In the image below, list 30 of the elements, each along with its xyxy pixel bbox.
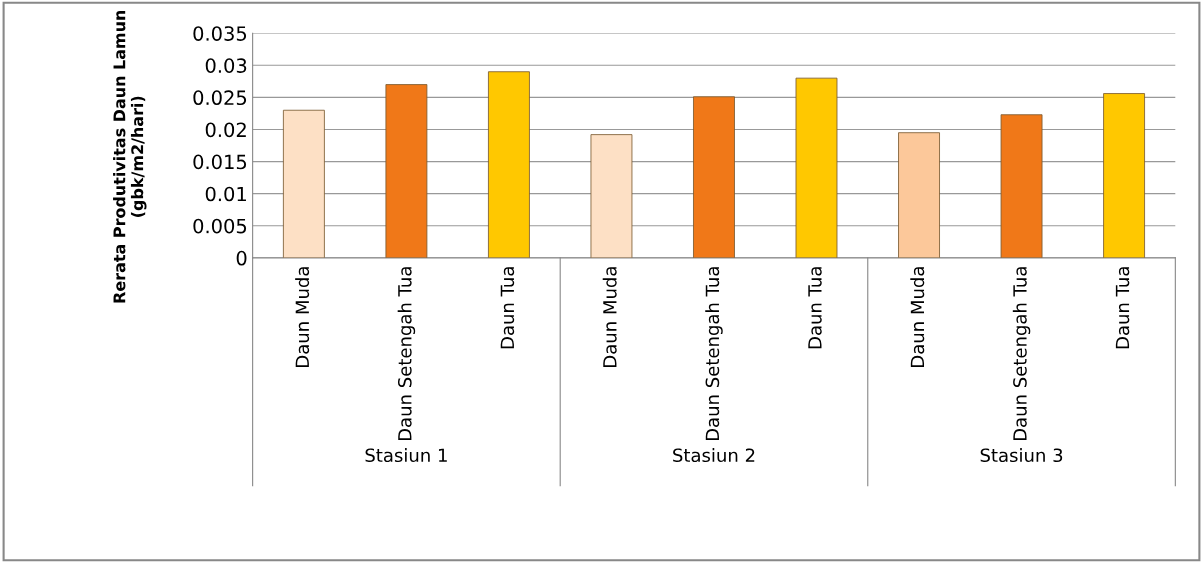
bar: [488, 71, 530, 258]
x-tick-label: Daun Muda: [295, 267, 310, 367]
y-tick-label: 0.01: [205, 186, 246, 202]
y-tick-label: 0.03: [205, 58, 247, 73]
bar: [1000, 114, 1043, 258]
bar: [385, 84, 428, 258]
text: Stasiun 3: [980, 448, 1063, 463]
text: Stasiun 1: [365, 448, 447, 463]
y-tick-label: 0.02: [205, 122, 246, 138]
x-tick-label: Daun Tua: [500, 267, 515, 349]
bar: [590, 134, 633, 258]
y-tick-label: 0.035: [193, 26, 247, 41]
x-tick-label: Daun Muda: [602, 267, 617, 367]
bar: [693, 96, 735, 258]
y-tick-label: 0: [236, 250, 247, 266]
text: Stasiun 2: [673, 448, 755, 463]
x-tick-label: Daun Muda: [910, 267, 925, 367]
bar: [282, 109, 325, 258]
x-tick-label: Daun Setengah Tua: [397, 267, 416, 441]
x-tick-label: Daun Setengah Tua: [705, 267, 723, 441]
x-tick-label: Daun Tua: [1115, 267, 1130, 349]
bar: [898, 132, 940, 258]
y-tick-label: 0.025: [193, 90, 247, 106]
y-tick-label: 0.015: [193, 154, 247, 170]
x-tick-label: Daun Setengah Tua: [1012, 267, 1031, 441]
bar: [795, 77, 838, 258]
x-tick-label: Daun Tua: [808, 267, 822, 349]
bar: [1103, 93, 1145, 258]
y-tick-label: 0.005: [193, 218, 247, 234]
y-axis-title: Rerata Produtivitas Daun Lamun (gbk/m2/hari): [113, 10, 147, 303]
